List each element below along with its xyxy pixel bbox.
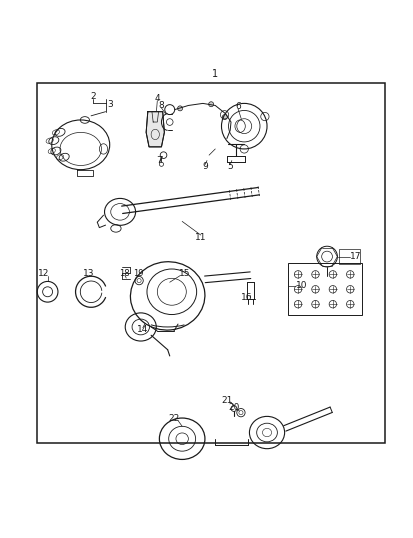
Text: 10: 10 [295, 281, 307, 290]
Text: 6: 6 [235, 102, 240, 111]
Bar [37, 83, 384, 443]
Text: 8: 8 [158, 101, 164, 110]
Circle shape [177, 106, 182, 111]
Text: 22: 22 [168, 414, 179, 423]
Bar [287, 263, 361, 315]
Text: 20: 20 [228, 403, 239, 412]
Bar [339, 249, 359, 264]
Text: 14: 14 [137, 325, 148, 334]
Circle shape [222, 115, 227, 119]
Text: 9: 9 [202, 162, 207, 171]
Text: 13: 13 [83, 270, 95, 279]
Text: 12: 12 [38, 270, 49, 279]
Text: 1: 1 [212, 69, 218, 80]
Text: 11: 11 [195, 233, 206, 242]
Text: 3: 3 [107, 100, 112, 109]
Text: 4: 4 [154, 94, 160, 103]
Text: 19: 19 [133, 270, 144, 279]
Text: 16: 16 [240, 294, 252, 302]
Text: 2: 2 [90, 93, 96, 101]
Circle shape [208, 102, 213, 107]
Text: 17: 17 [349, 252, 361, 261]
Text: 15: 15 [178, 270, 190, 279]
Text: 5: 5 [227, 162, 233, 171]
Text: 21: 21 [221, 396, 233, 405]
Text: 18: 18 [119, 270, 129, 279]
Polygon shape [146, 112, 164, 147]
Text: 7: 7 [156, 156, 162, 165]
